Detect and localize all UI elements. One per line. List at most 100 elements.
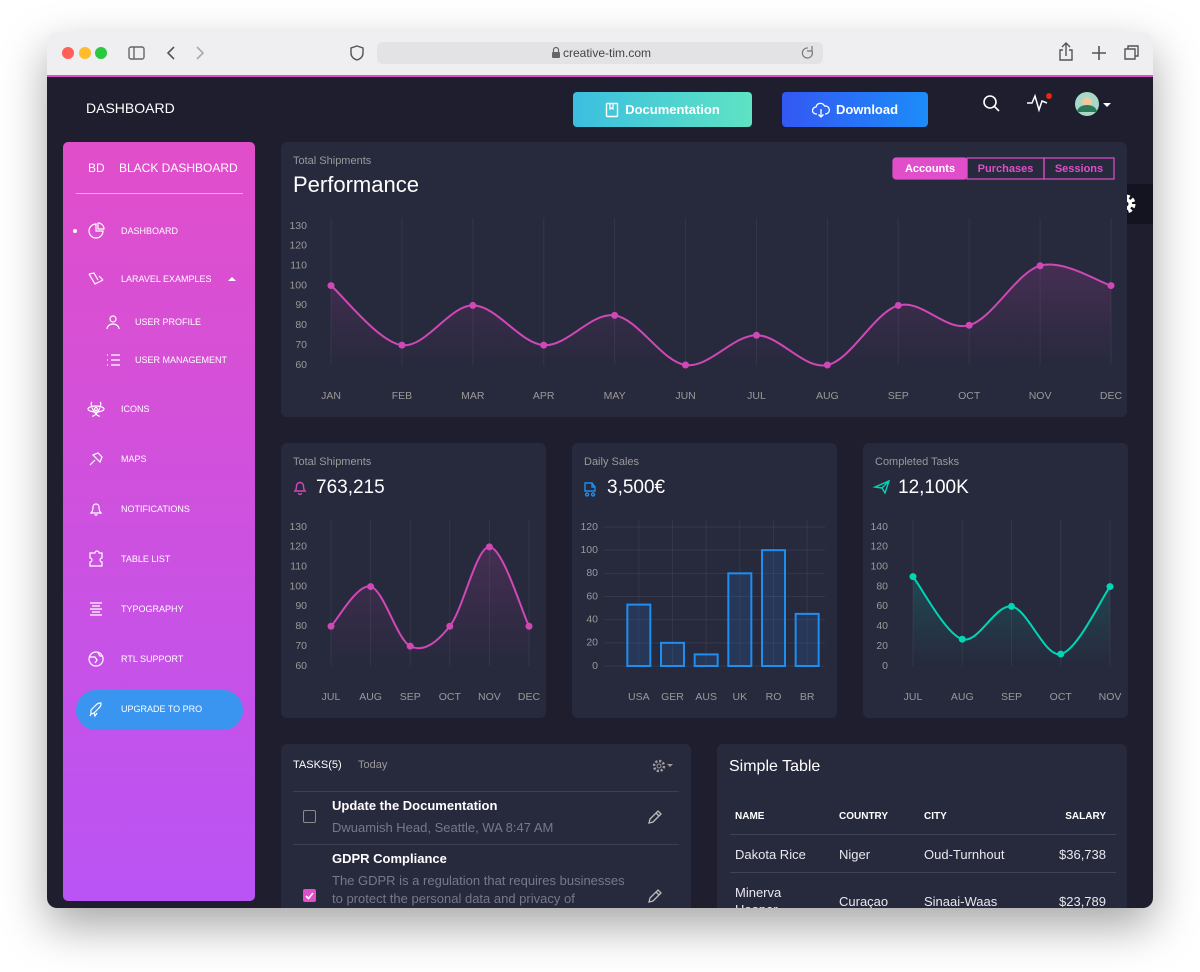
y-tick-label: 100 xyxy=(580,544,598,556)
point xyxy=(525,622,533,630)
tasks-filter[interactable]: Today xyxy=(358,759,388,771)
chart: Completed Tasks 12,100K 0 20 40 60 80 100 120 140… xyxy=(870,456,1121,703)
close-button[interactable] xyxy=(62,47,74,59)
gear-hub xyxy=(656,763,662,769)
tasks-settings[interactable] xyxy=(651,758,677,774)
edit-button[interactable] xyxy=(646,808,664,826)
nav-icon-shape xyxy=(89,550,103,567)
navbar-brand[interactable]: DASHBOARD xyxy=(86,100,175,116)
y-tick-label: 130 xyxy=(289,220,307,232)
y-tick-label: 40 xyxy=(586,613,598,625)
x-tick-label: BR xyxy=(800,691,815,703)
nav-icon xyxy=(89,702,102,718)
point xyxy=(1036,262,1044,270)
activity-icon[interactable] xyxy=(1027,93,1048,113)
avatar-caret[interactable] xyxy=(1103,103,1111,107)
logo-mini[interactable]: BD xyxy=(88,161,105,175)
new-tab-button[interactable] xyxy=(1092,46,1106,60)
logo-text[interactable]: BLACK DASHBOARD xyxy=(119,161,238,175)
nav-icon-shape xyxy=(87,401,105,417)
x-tick-label: JUL xyxy=(747,390,766,402)
tabs-button[interactable] xyxy=(1124,45,1139,60)
point xyxy=(540,341,548,349)
nav-item[interactable]: UPGRADE TO PRO xyxy=(121,704,203,714)
x-tick-label: SEP xyxy=(1001,691,1022,703)
documentation-button[interactable]: Documentation xyxy=(573,92,752,127)
title-icon-shape xyxy=(872,479,891,495)
point xyxy=(894,301,902,309)
point xyxy=(965,321,973,329)
y-tick-label: 60 xyxy=(876,600,888,612)
nav-item[interactable]: LARAVEL EXAMPLES xyxy=(121,274,212,284)
x-tick-label: AUG xyxy=(816,390,839,402)
nav-item[interactable]: DASHBOARD xyxy=(121,226,179,236)
table-cell: Oud-Turnhout xyxy=(924,847,1005,862)
task-divider xyxy=(293,791,679,792)
x-tick-label: AUS xyxy=(695,691,717,703)
y-tick-label: 120 xyxy=(289,240,307,252)
point xyxy=(823,361,831,369)
nav-icon xyxy=(90,602,102,616)
nav-icon xyxy=(87,401,105,417)
nav-item[interactable]: TABLE LIST xyxy=(121,554,171,564)
task-checkbox[interactable] xyxy=(303,810,316,823)
chart: Total Shipments Performance Accounts Purcha… xyxy=(289,155,1123,402)
search-icon[interactable] xyxy=(983,95,997,109)
nav-item[interactable]: TYPOGRAPHY xyxy=(121,604,184,614)
back-button[interactable] xyxy=(166,46,175,60)
download-button[interactable]: Download xyxy=(782,92,928,127)
y-tick-label: 100 xyxy=(289,279,307,291)
avatar-body xyxy=(1077,105,1097,112)
edit-button[interactable] xyxy=(646,887,664,905)
tab-label: Sessions xyxy=(1055,163,1103,175)
nav-item[interactable]: MAPS xyxy=(121,454,147,464)
card-subtitle: Daily Sales xyxy=(584,456,640,468)
table-cell: Sinaai-Waas xyxy=(924,894,998,908)
y-tick-label: 60 xyxy=(586,590,598,602)
point xyxy=(752,331,760,339)
y-tick-label: 70 xyxy=(295,339,307,351)
nav-icon xyxy=(88,272,104,285)
table-divider xyxy=(730,872,1116,873)
task-divider xyxy=(293,844,679,845)
y-tick-label: 60 xyxy=(295,660,307,672)
reload-button[interactable] xyxy=(801,46,813,59)
forward-button[interactable] xyxy=(196,46,205,60)
lock-shackle xyxy=(552,46,560,52)
sidebar-toggle[interactable] xyxy=(128,46,145,60)
nav-item[interactable]: ICONS xyxy=(121,404,150,414)
task-checkbox[interactable] xyxy=(303,889,316,902)
chart-card: Daily Sales 3,500€ 0 20 40 60 80 100 120 USA GER AU… xyxy=(572,443,837,718)
table-cell: Niger xyxy=(839,847,871,862)
x-tick-label: DEC xyxy=(1100,390,1123,402)
nav-item[interactable]: USER PROFILE xyxy=(135,317,202,327)
y-tick-label: 90 xyxy=(295,600,307,612)
y-tick-label: 120 xyxy=(580,521,598,533)
y-tick-label: 80 xyxy=(586,567,598,579)
nav-icon-shape xyxy=(89,452,103,466)
zoom-button[interactable] xyxy=(95,47,107,59)
x-tick-label: JUL xyxy=(904,691,923,703)
y-tick-label: 80 xyxy=(295,620,307,632)
point xyxy=(1057,650,1065,658)
nav-item[interactable]: USER MANAGEMENT xyxy=(135,355,228,365)
nav-icon-shape xyxy=(106,315,120,330)
nav-item[interactable]: RTL SUPPORT xyxy=(121,654,184,664)
point xyxy=(611,311,619,319)
minimize-button[interactable] xyxy=(79,47,91,59)
bar xyxy=(626,603,652,668)
collapse-caret[interactable] xyxy=(227,276,237,282)
url-bar[interactable] xyxy=(377,42,823,64)
x-tick-label: OCT xyxy=(1050,691,1073,703)
gear xyxy=(652,759,666,773)
y-tick-label: 0 xyxy=(882,660,888,672)
tab-button[interactable] xyxy=(1043,157,1115,180)
point xyxy=(327,622,335,630)
share-button[interactable] xyxy=(1059,42,1073,61)
cloud-icon xyxy=(811,102,830,118)
upgrade-pill[interactable] xyxy=(76,690,243,730)
card-subtitle: Completed Tasks xyxy=(875,456,960,468)
nav-icon-shape xyxy=(89,702,102,718)
caret-shape xyxy=(228,277,236,281)
nav-item[interactable]: NOTIFICATIONS xyxy=(121,504,190,514)
